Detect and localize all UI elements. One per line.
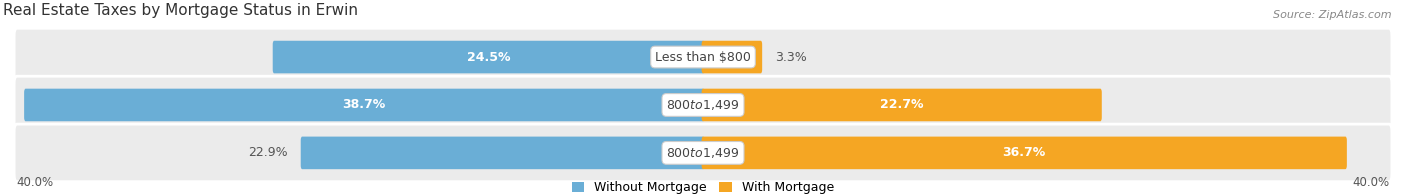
Text: $800 to $1,499: $800 to $1,499 [666, 98, 740, 112]
Legend: Without Mortgage, With Mortgage: Without Mortgage, With Mortgage [572, 181, 834, 194]
FancyBboxPatch shape [301, 137, 704, 169]
FancyBboxPatch shape [702, 41, 762, 73]
Text: 40.0%: 40.0% [1353, 176, 1389, 189]
Text: 24.5%: 24.5% [467, 51, 510, 64]
FancyBboxPatch shape [273, 41, 704, 73]
Text: 38.7%: 38.7% [343, 98, 385, 112]
FancyBboxPatch shape [702, 89, 1102, 121]
FancyBboxPatch shape [14, 28, 1392, 86]
Text: 36.7%: 36.7% [1002, 146, 1046, 159]
Text: 3.3%: 3.3% [775, 51, 807, 64]
Text: 40.0%: 40.0% [17, 176, 53, 189]
Text: Less than $800: Less than $800 [655, 51, 751, 64]
Text: Real Estate Taxes by Mortgage Status in Erwin: Real Estate Taxes by Mortgage Status in … [3, 3, 357, 18]
Text: $800 to $1,499: $800 to $1,499 [666, 146, 740, 160]
FancyBboxPatch shape [14, 76, 1392, 134]
FancyBboxPatch shape [702, 137, 1347, 169]
FancyBboxPatch shape [24, 89, 704, 121]
Text: 22.9%: 22.9% [249, 146, 288, 159]
Text: 22.7%: 22.7% [880, 98, 924, 112]
Text: Source: ZipAtlas.com: Source: ZipAtlas.com [1274, 10, 1392, 20]
FancyBboxPatch shape [14, 124, 1392, 182]
